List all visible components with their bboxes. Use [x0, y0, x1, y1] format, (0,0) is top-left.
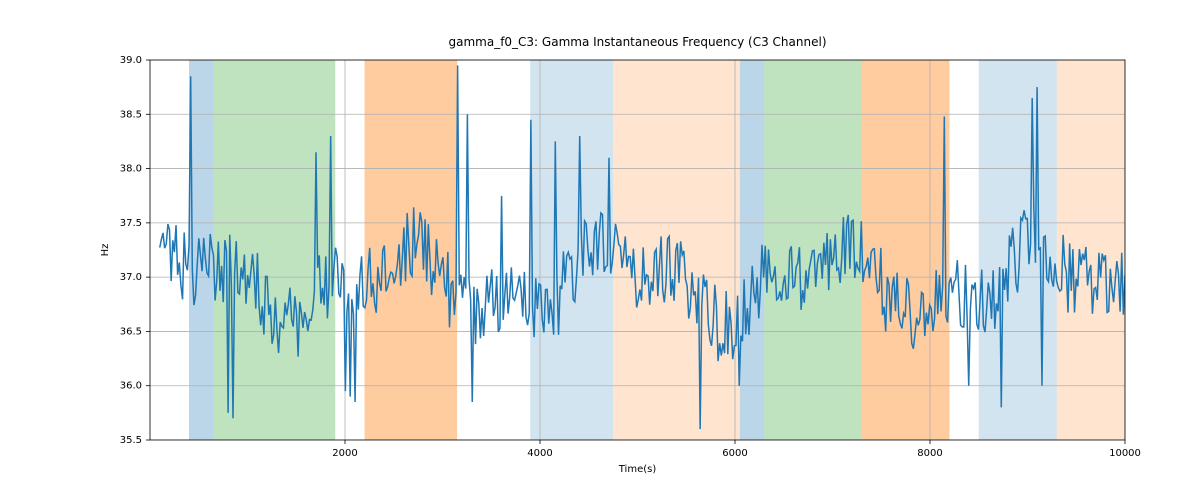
x-tick-label: 6000 [722, 448, 747, 459]
y-tick-label: 37.0 [120, 272, 142, 283]
shaded-band [365, 60, 458, 440]
y-tick-label: 36.0 [120, 381, 142, 392]
shaded-band [1057, 60, 1135, 440]
y-tick-label: 36.5 [120, 326, 142, 337]
line-chart: 2000 4000 6000 8000 10000 35.5 36.0 36.5 37.0 37.… [0, 0, 1200, 500]
y-tick-label: 35.5 [120, 435, 142, 446]
x-tick-label: 2000 [332, 448, 357, 459]
y-tick-label: 37.5 [120, 218, 142, 229]
y-tick-label: 38.5 [120, 109, 142, 120]
x-axis-label: Time(s) [618, 464, 657, 475]
shaded-band [740, 60, 764, 440]
y-tick-label: 39.0 [120, 55, 142, 66]
x-tick-label: 4000 [527, 448, 552, 459]
chart-container: 2000 4000 6000 8000 10000 35.5 36.0 36.5 37.0 37.… [0, 0, 1200, 500]
y-tick-label: 38.0 [120, 164, 142, 175]
chart-title: gamma_f0_C3: Gamma Instantaneous Frequen… [448, 35, 826, 49]
shaded-band [530, 60, 613, 440]
y-axis-label: Hz [100, 244, 111, 257]
x-tick-label: 10000 [1109, 448, 1141, 459]
x-tick-label: 8000 [917, 448, 942, 459]
